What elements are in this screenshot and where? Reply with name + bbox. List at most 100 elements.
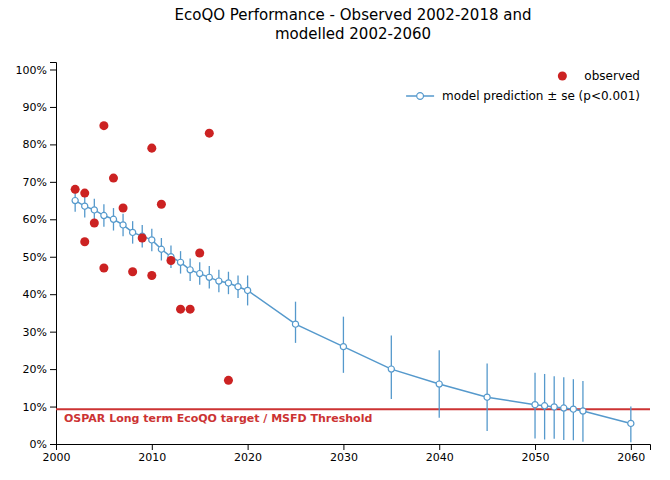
title: EcoQO Performance - Observed 2002-2018 a… [175,6,532,43]
tick: 2030 [330,444,358,464]
tick: 2010 [138,444,166,464]
scatter-point [186,305,195,314]
scatter-point [109,174,118,183]
line-marker [561,405,567,411]
tick: 2040 [426,444,454,464]
tick: 10% [23,401,56,414]
tick-label: 40% [23,288,47,301]
chart-container: EcoQO Performance - Observed 2002-2018 a… [0,0,670,480]
line-marker [120,222,126,228]
tick-mark [439,444,440,450]
line-marker [542,403,548,409]
tick-label: 0% [30,438,47,451]
tick: 2060 [617,444,645,464]
series [72,189,634,442]
plot: 2000 2010 2020 2030 2040 2050 2060 0% 10% 20% 30% 4… [16,63,651,464]
tick-mark [50,407,56,408]
axis-line [50,63,57,445]
line-marker [340,344,346,350]
line-marker [245,287,251,293]
line-marker [91,207,97,213]
tick-label: 30% [23,326,47,339]
scatter-point [138,234,147,243]
tick-label: 2030 [330,451,358,464]
tick-mark [50,144,56,145]
scatter-point [195,248,204,257]
y-axis: 0%10%20%30%40%50%60%70%80%90%100% [16,63,57,452]
legend-label: model prediction ± se (p<0.001) [442,89,640,103]
line-marker [101,212,107,218]
tick-label: 80% [23,138,47,151]
tick-label: 2020 [234,451,262,464]
line-layer [72,189,634,442]
tick-label: 10% [23,401,47,414]
line-marker [235,284,241,290]
tick: 30% [23,326,56,339]
tick-mark [50,182,56,183]
line-marker [216,278,222,284]
tick-label: 2050 [522,451,550,464]
tick-label: 50% [23,251,47,264]
tick-label: 20% [23,363,47,376]
tick-mark [50,107,56,108]
tick-mark [631,444,632,450]
line-marker [110,216,116,222]
scatter-point [80,237,89,246]
tick-label: 2040 [426,451,454,464]
title-line: EcoQO Performance - Observed 2002-2018 a… [175,6,532,24]
tick-mark [50,444,56,445]
line-marker [72,197,78,203]
line-marker [580,408,586,414]
line-marker [292,321,298,327]
series-line [75,201,631,424]
line-marker [187,267,193,273]
axis-line [57,445,651,451]
legend-item: observed [558,69,640,83]
line-marker [225,280,231,286]
scatter-point [147,144,156,153]
tick-mark [248,444,249,450]
point-layer [71,121,233,385]
tick: 2020 [234,444,262,464]
line-marker [82,203,88,209]
tick-mark [50,219,56,220]
tick: 0% [30,438,56,451]
tick-mark [50,369,56,370]
line-marker [130,229,136,235]
line-marker [484,394,490,400]
tick-mark [343,444,344,450]
legend-label: observed [584,69,640,83]
tick: 100% [16,64,56,77]
tick: 90% [23,101,56,114]
scatter-point [157,200,166,209]
tick: 60% [23,213,56,226]
tick-mark [50,332,56,333]
line-marker [532,402,538,408]
line-marker [551,404,557,410]
tick: 20% [23,363,56,376]
scatter-point [119,204,128,213]
x-axis: 2000 2010 2020 2030 2040 2050 2060 [43,444,651,464]
tick-label: 2000 [43,451,71,464]
title-line: modelled 2002-2060 [275,25,431,43]
tick-mark [50,257,56,258]
chart-svg: EcoQO Performance - Observed 2002-2018 a… [0,0,670,480]
legend-item: model prediction ± se (p<0.001) [406,89,640,103]
scatter-point [80,189,89,198]
line-marker [149,237,155,243]
scatter-point [176,305,185,314]
line-marker [206,274,212,280]
tick-label: 100% [16,64,47,77]
scatter-point [166,256,175,265]
tick-mark [50,294,56,295]
scatter-point [99,263,108,272]
legend: observed model prediction ± se (p<0.001) [406,69,640,103]
tick-label: 60% [23,213,47,226]
tick-mark [50,69,56,70]
tick-mark [152,444,153,450]
scatter-point [90,219,99,228]
scatter-point [71,185,80,194]
tick-label: 2010 [138,451,166,464]
tick: 2050 [522,444,550,464]
tick: 40% [23,288,56,301]
